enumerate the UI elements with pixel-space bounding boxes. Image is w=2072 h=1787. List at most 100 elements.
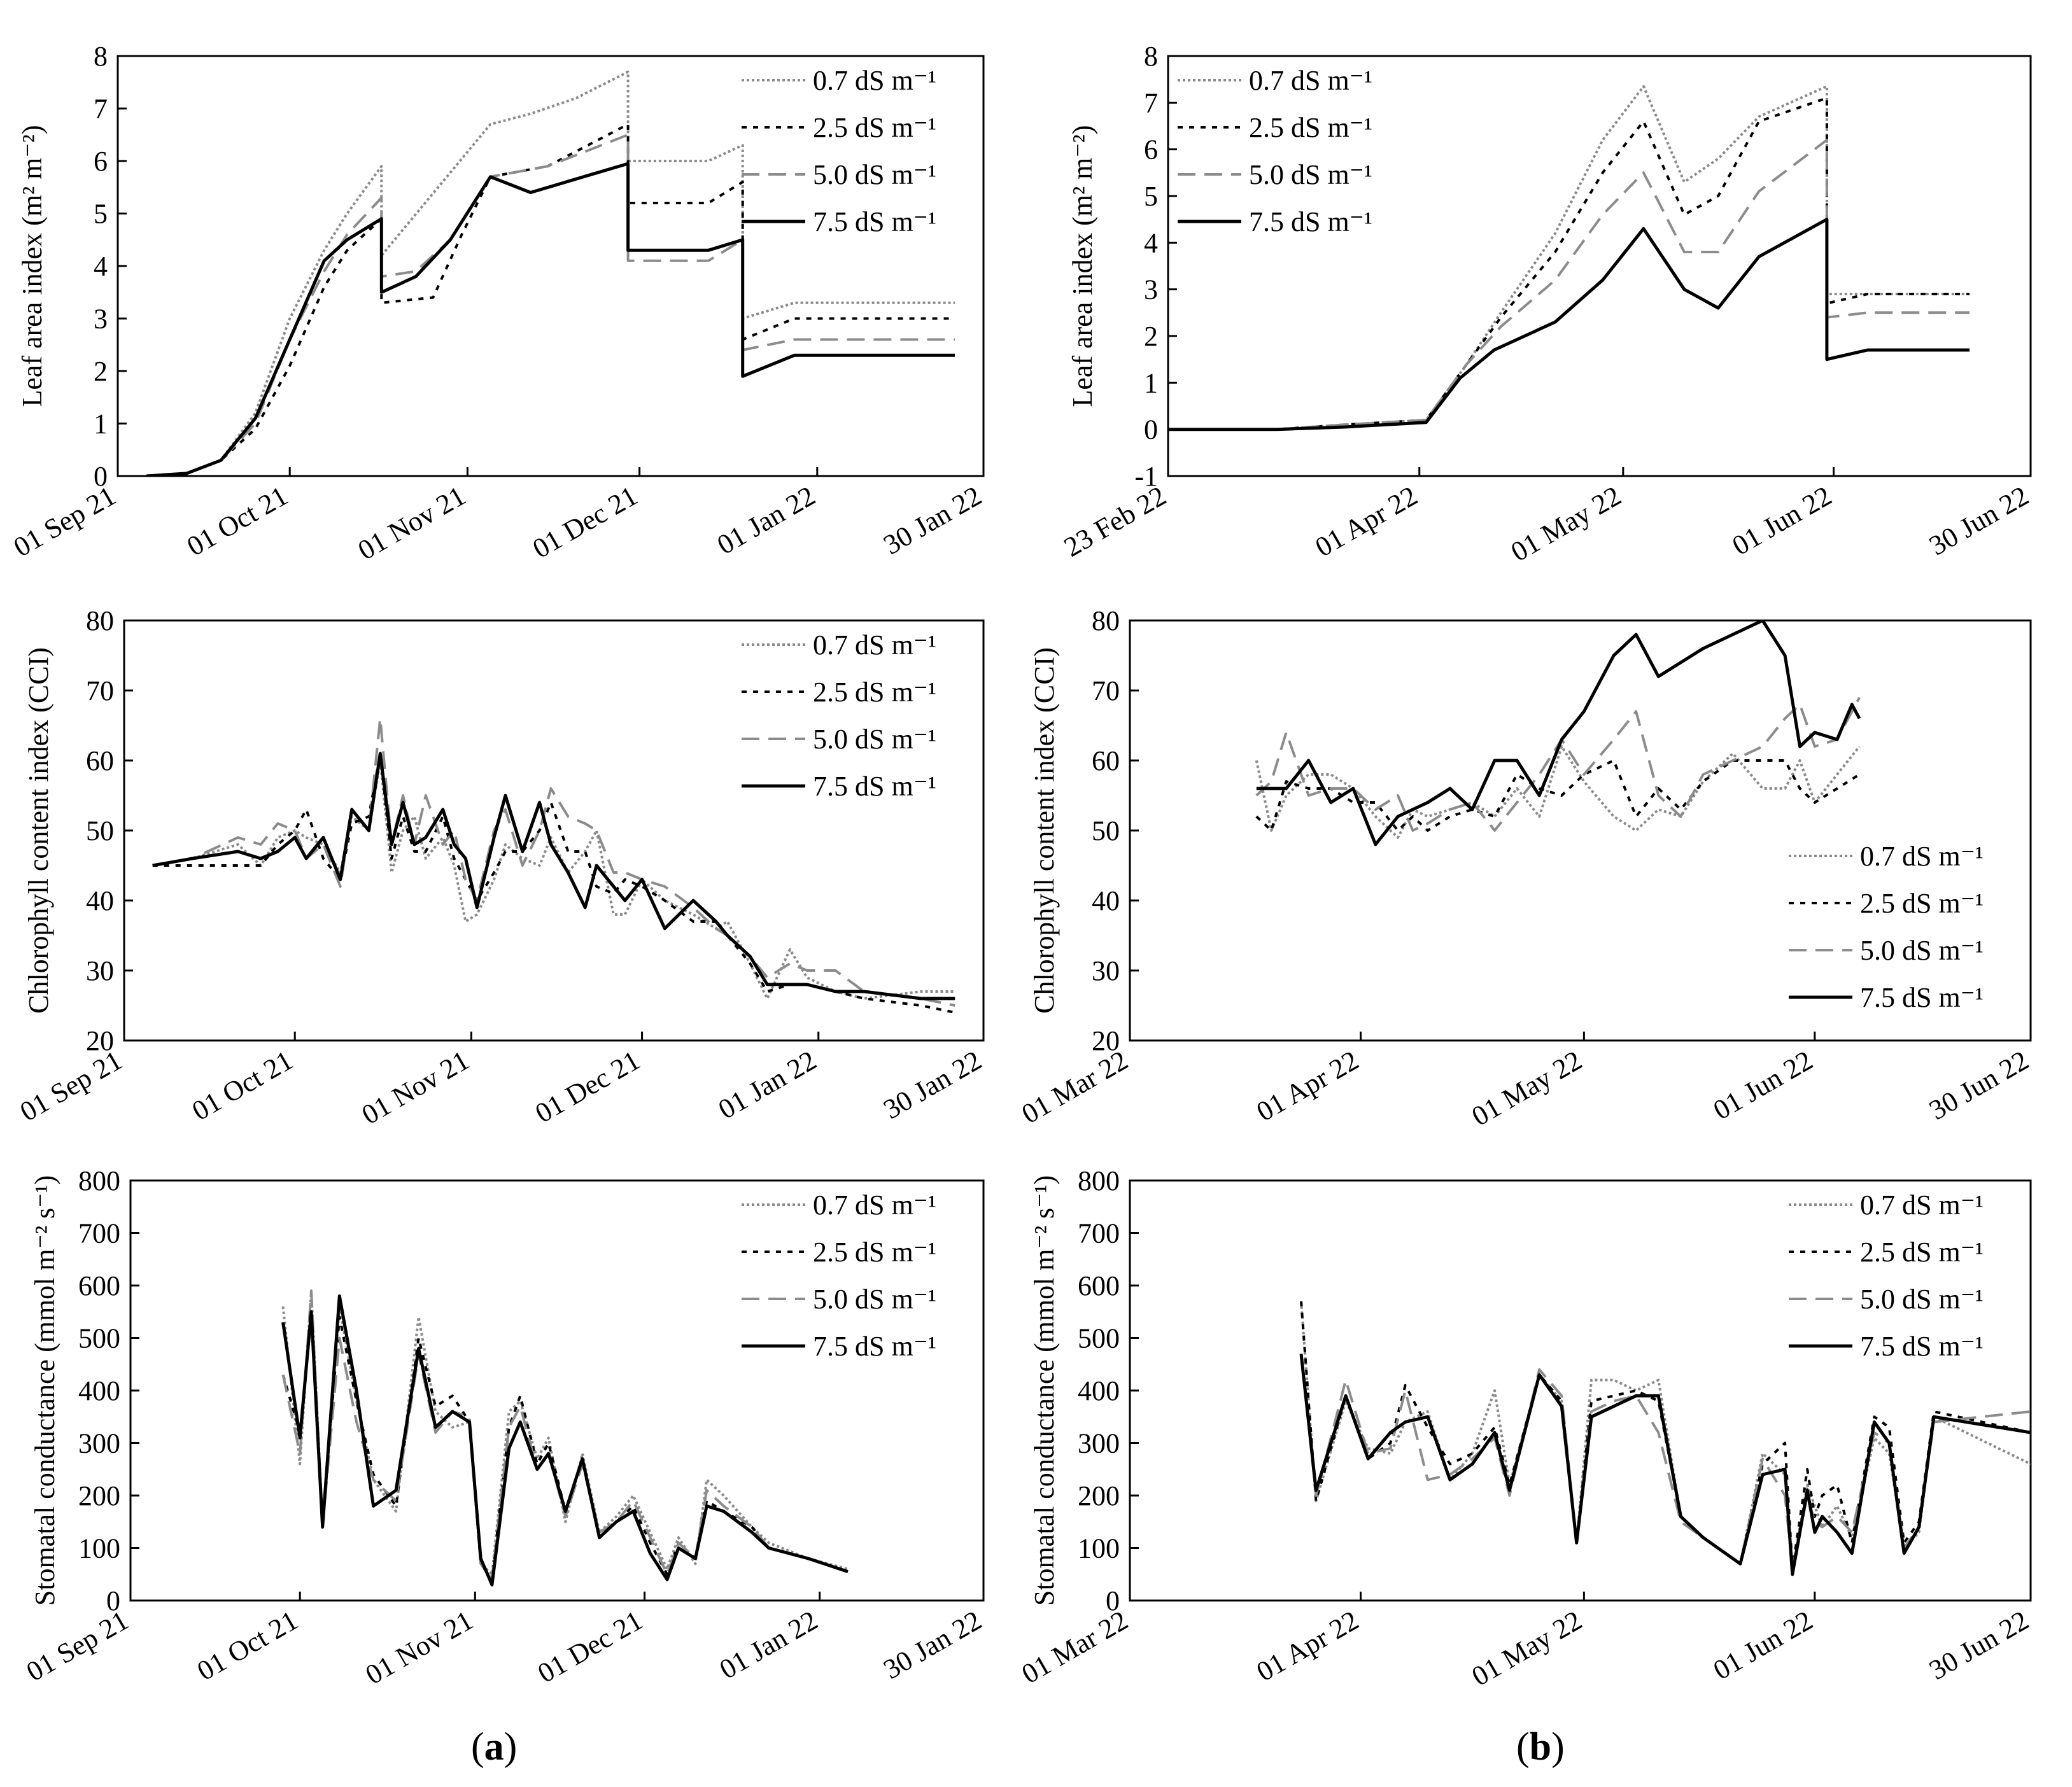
series-line-1	[1255, 745, 1861, 839]
legend-label: 7.5 dS m⁻¹	[813, 1331, 936, 1362]
x-tick-label: 01 Oct 21	[181, 480, 293, 562]
y-tick-label: 5	[94, 199, 108, 230]
series-line-2	[1255, 759, 1861, 832]
y-tick-label: 300	[78, 1428, 120, 1459]
y-tick-label: 60	[1092, 745, 1120, 776]
chart-a3: 0 100 200 300 400 500 600 700 800 01 Sep 21 01 Oct…	[21, 1165, 987, 1691]
series-line-2	[1300, 1301, 2031, 1571]
x-tick-label: 01 Mar 22	[1017, 1044, 1133, 1130]
legend-label: 0.7 dS m⁻¹	[1249, 65, 1372, 96]
y-tick-label: 1	[1144, 367, 1158, 398]
x-tick-label: 30 Jan 22	[878, 1044, 987, 1125]
y-tick-label: 30	[86, 955, 114, 986]
y-tick-label: 200	[78, 1480, 120, 1511]
legend-label: 5.0 dS m⁻¹	[813, 1284, 936, 1315]
legend-label: 0.7 dS m⁻¹	[813, 1189, 936, 1221]
x-tick-label: 01 Nov 21	[353, 480, 470, 566]
legend-label: 7.5 dS m⁻¹	[1860, 982, 1984, 1013]
legend-label: 2.5 dS m⁻¹	[1249, 112, 1372, 143]
chart-b3: 0 100 200 300 400 500 600 700 800 01 Mar 22 01 Apr…	[1017, 1165, 2034, 1692]
x-tick-label: 01 Jan 22	[713, 1044, 822, 1125]
legend-label: 5.0 dS m⁻¹	[1249, 159, 1372, 190]
x-tick-label: 01 Jun 22	[1727, 480, 1837, 561]
y-tick-label: 70	[86, 675, 114, 706]
x-tick-label: 01 Apr 22	[1251, 1044, 1364, 1127]
series-line-4	[152, 752, 955, 1000]
y-tick-label: 6	[94, 146, 108, 177]
x-tick-label: 01 Sep 21	[8, 480, 121, 563]
y-tick-label: 800	[78, 1165, 120, 1196]
y-axis-label: Leaf area index (m² m⁻²)	[1067, 125, 1098, 407]
series-line-3	[1255, 697, 1861, 832]
y-tick-label: 0	[1106, 1585, 1120, 1616]
legend-label: 0.7 dS m⁻¹	[1860, 1189, 1984, 1221]
x-tick-label: 01 Apr 22	[1251, 1604, 1364, 1687]
x-tick-label: 01 Sep 21	[15, 1044, 127, 1127]
y-tick-label: 5	[1144, 181, 1158, 212]
series-line-1	[281, 1289, 849, 1576]
x-tick-label: 01 Oct 21	[187, 1044, 298, 1126]
x-tick-label: 01 Jan 22	[714, 1604, 823, 1685]
x-tick-label: 01 Apr 22	[1310, 480, 1423, 563]
x-tick-label: 01 Jun 22	[1708, 1604, 1818, 1686]
y-tick-label: 400	[78, 1375, 120, 1406]
legend-label: 7.5 dS m⁻¹	[813, 206, 936, 237]
y-tick-label: 40	[1092, 885, 1120, 916]
x-tick-label: 01 May 22	[1467, 1044, 1588, 1132]
y-tick-label: 50	[1092, 815, 1120, 846]
plot-frame	[1167, 55, 2032, 477]
x-tick-label: 30 Jun 22	[1924, 1044, 2034, 1126]
y-tick-label: 3	[1144, 274, 1158, 305]
series-line-2	[146, 123, 955, 476]
y-tick-label: 100	[78, 1533, 120, 1564]
x-tick-label: 01 Dec 21	[530, 1044, 645, 1129]
y-tick-label: 0	[1144, 414, 1158, 445]
legend-label: 7.5 dS m⁻¹	[1860, 1331, 1984, 1362]
y-tick-label: 200	[1078, 1480, 1120, 1511]
y-tick-label: 500	[78, 1323, 120, 1354]
x-tick-label: 01 Nov 21	[360, 1604, 478, 1690]
y-tick-label: 80	[1092, 605, 1120, 636]
x-tick-label: 30 Jan 22	[878, 1604, 987, 1685]
y-axis-label: Chlorophyll content index (CCI)	[23, 647, 54, 1014]
x-tick-label: 01 May 22	[1505, 480, 1626, 568]
panel-label-b: (b)	[1516, 1725, 1565, 1769]
x-tick-label: 01 Jun 22	[1708, 1044, 1818, 1126]
legend-label: 2.5 dS m⁻¹	[813, 1237, 936, 1268]
x-tick-label: 01 Dec 21	[527, 480, 642, 564]
series-line-4	[1168, 218, 1970, 431]
series-line-2	[1168, 97, 1970, 431]
y-tick-label: 20	[86, 1025, 114, 1056]
y-tick-label: 0	[94, 461, 108, 492]
y-tick-label: 2	[94, 356, 108, 387]
legend-label: 7.5 dS m⁻¹	[813, 771, 936, 802]
x-tick-label: 01 Mar 22	[1017, 1604, 1133, 1690]
series-line-4	[1256, 620, 1861, 846]
y-tick-label: 20	[1092, 1025, 1120, 1056]
y-tick-label: 600	[1078, 1270, 1120, 1301]
plot-frame	[1129, 619, 2032, 1042]
y-tick-label: 70	[1092, 675, 1120, 706]
x-tick-label: 30 Jun 22	[1924, 480, 2034, 561]
series-line-2	[152, 752, 955, 1014]
series-line-4	[1299, 1354, 2031, 1576]
y-tick-label: 8	[94, 41, 108, 72]
legend-label: 5.0 dS m⁻¹	[1860, 1284, 1984, 1315]
legend-label: 0.7 dS m⁻¹	[813, 65, 936, 96]
y-tick-label: 800	[1078, 1165, 1120, 1196]
series-line-3	[281, 1289, 849, 1581]
chart-b2: 20 30 40 50 60 70 80 01 Mar 22 01 Apr 22 01 May 2…	[1017, 605, 2034, 1132]
x-tick-label: 23 Feb 22	[1059, 480, 1171, 563]
x-tick-label: 01 Jan 22	[712, 480, 821, 561]
panel-label-a: (a)	[471, 1725, 518, 1769]
legend-label: 2.5 dS m⁻¹	[813, 112, 936, 143]
series-line-4	[281, 1294, 849, 1587]
x-tick-label: 01 May 22	[1467, 1604, 1588, 1692]
legend-label: 0.7 dS m⁻¹	[1860, 841, 1984, 872]
y-tick-label: 6	[1144, 134, 1158, 165]
series-line-3	[146, 133, 955, 476]
legend-label: 5.0 dS m⁻¹	[1860, 935, 1984, 966]
x-tick-label: 01 Sep 21	[21, 1604, 134, 1687]
y-tick-label: 400	[1078, 1375, 1120, 1406]
